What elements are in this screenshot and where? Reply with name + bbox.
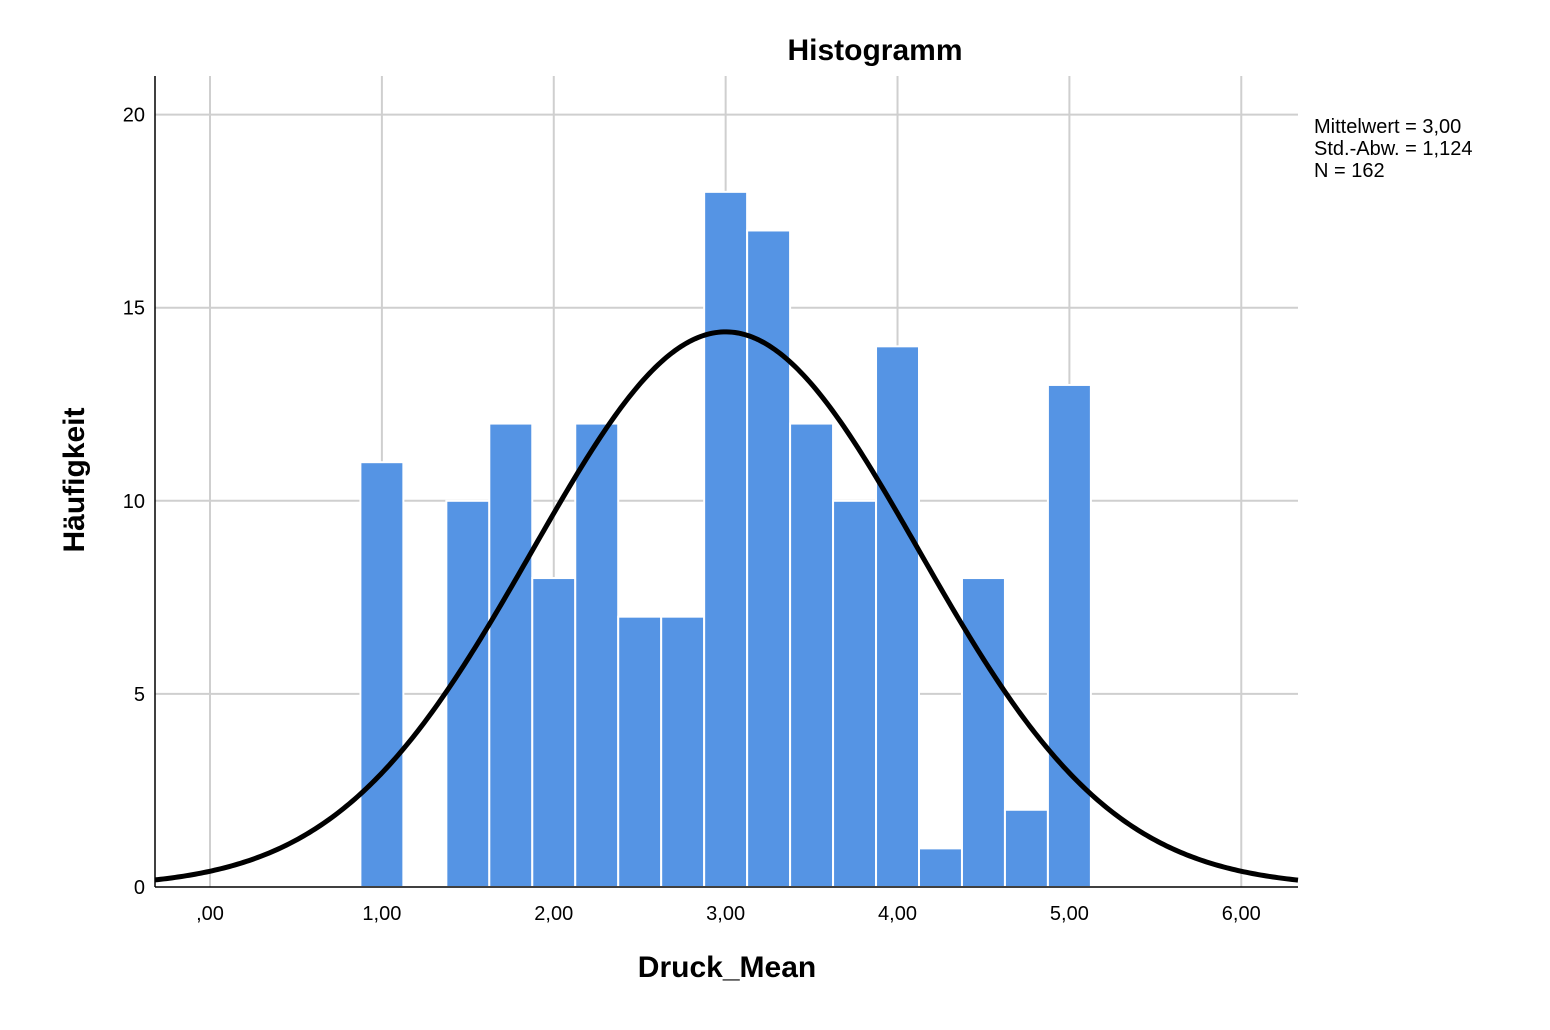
histogram-bar [531, 577, 577, 888]
histogram-bar [617, 615, 663, 889]
y-tick-label: 20 [123, 105, 145, 127]
histogram-bar [875, 345, 921, 889]
normal-curve-layer [154, 329, 1299, 883]
chart-title: Histogramm [787, 34, 962, 67]
histogram-bar [660, 615, 706, 889]
y-tick-label: 10 [123, 491, 145, 513]
normal-curve [154, 329, 1299, 883]
histogram-bar [574, 422, 620, 888]
histogram-bar [359, 461, 405, 888]
histogram-bars [359, 190, 1092, 889]
histogram-bar [445, 499, 491, 888]
y-tick-label: 0 [134, 877, 145, 899]
x-tick-label: 6,00 [1222, 903, 1261, 925]
x-tick-label: 5,00 [1050, 903, 1089, 925]
histogram-bar [488, 422, 534, 888]
stats-line: N = 162 [1314, 160, 1385, 182]
x-axis-title: Druck_Mean [638, 951, 816, 984]
stats-line: Mittelwert = 3,00 [1314, 116, 1461, 138]
tick-labels: ,00 1,00 2,00 3,00 4,00 5,00 6,00 0 5 10 15 20 [123, 105, 1261, 925]
histogram-bar [918, 847, 963, 889]
y-axis-title: Häufigkeit [58, 407, 91, 552]
stats-line: Std.-Abw. = 1,124 [1314, 138, 1472, 160]
x-tick-label: 2,00 [534, 903, 573, 925]
y-tick-label: 5 [134, 684, 145, 706]
histogram-bar [1046, 383, 1092, 888]
histogram-bar [746, 229, 792, 888]
y-tick-label: 15 [123, 298, 145, 320]
histogram-bar [703, 190, 749, 889]
x-tick-label: 1,00 [362, 903, 401, 925]
x-tick-label: ,00 [196, 903, 224, 925]
histogram-bar [1003, 808, 1049, 888]
axes [154, 76, 1298, 888]
histogram-bar [789, 422, 835, 888]
histogram-bar [960, 577, 1006, 888]
x-tick-label: 3,00 [706, 903, 745, 925]
histogram-bar [832, 499, 878, 888]
x-tick-label: 4,00 [878, 903, 917, 925]
